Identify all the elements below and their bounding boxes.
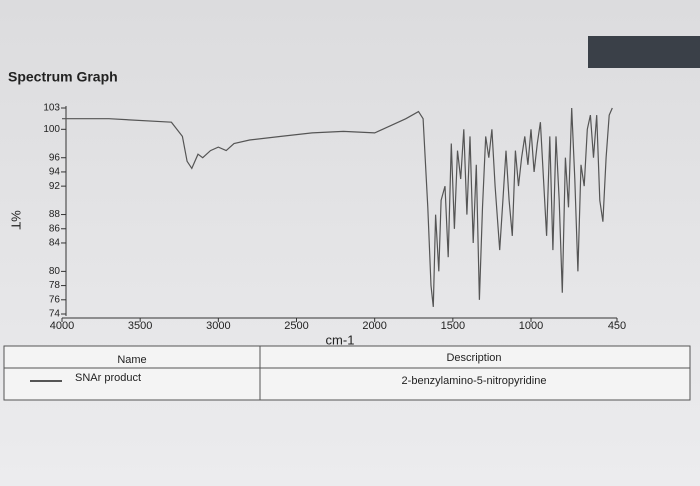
y-tick-label: 78	[49, 280, 61, 291]
y-tick-label: 88	[49, 209, 61, 220]
x-tick-label: 3500	[128, 320, 152, 332]
table-frame	[3, 345, 691, 401]
legend-table: Name Description SNAr product 2-benzylam…	[3, 345, 691, 401]
spectrum-line	[62, 107, 613, 307]
table-header: Name	[117, 354, 146, 366]
x-tick-label: 2500	[284, 320, 308, 332]
x-tick-label: 4000	[50, 320, 74, 332]
table-header: Description	[446, 352, 501, 364]
y-tick-label: 86	[49, 223, 61, 234]
x-tick-label: 450	[608, 320, 626, 332]
legend-description: 2-benzylamino-5-nitropyridine	[402, 375, 547, 387]
chart-title: Spectrum Graph	[8, 69, 118, 85]
legend-name: SNAr product	[75, 372, 141, 384]
x-tick-label: 2000	[362, 320, 386, 332]
x-tick-label: 3000	[206, 320, 230, 332]
y-tick-label: 100	[43, 124, 60, 135]
y-tick-label: 76	[49, 294, 61, 305]
y-tick-label: 103	[43, 103, 60, 114]
y-tick-label: 74	[49, 309, 61, 320]
y-tick-label: 94	[49, 167, 61, 178]
y-tick-label: 96	[49, 152, 61, 163]
y-tick-label: 80	[49, 266, 61, 277]
y-axis-label: %T	[9, 210, 24, 230]
bezel-object	[588, 36, 700, 68]
y-tick-label: 92	[49, 181, 61, 192]
x-tick-label: 1500	[441, 320, 465, 332]
x-tick-label: 1000	[519, 320, 543, 332]
x-axis-label: cm-1	[326, 332, 355, 347]
y-tick-label: 84	[49, 238, 61, 249]
